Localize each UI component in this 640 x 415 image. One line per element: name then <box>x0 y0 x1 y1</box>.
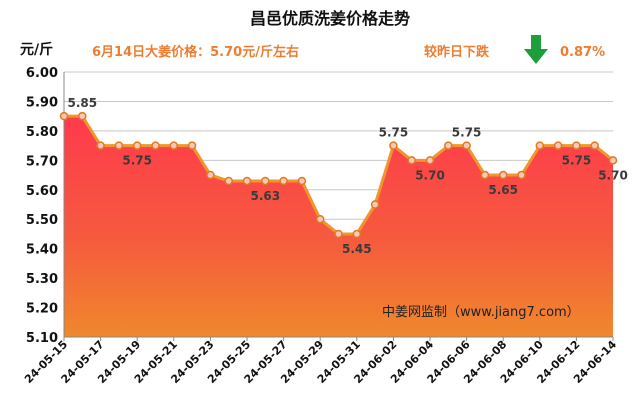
data-point <box>242 176 252 186</box>
price-note: 6月14日大姜价格：5.70元/斤左右 <box>92 44 299 60</box>
data-point <box>224 176 233 186</box>
data-label: 5.65 <box>488 183 518 197</box>
data-point <box>462 141 471 150</box>
data-point <box>151 141 160 150</box>
data-point <box>169 141 179 150</box>
data-point <box>389 141 398 150</box>
data-point <box>608 156 618 165</box>
data-label: 5.45 <box>342 242 372 256</box>
down-arrow-icon <box>524 35 548 64</box>
data-point <box>498 170 508 180</box>
data-labels: 5.85 5.75 5.63 5.45 5.75 5.70 5.75 5.65 5.75 5.70 <box>67 96 627 256</box>
data-point <box>535 141 545 150</box>
data-label: 5.75 <box>452 126 482 140</box>
data-point <box>78 111 87 121</box>
data-point <box>279 176 288 186</box>
data-point <box>261 176 270 186</box>
data-point <box>352 229 362 239</box>
y-tick-label: 5.20 <box>26 302 58 317</box>
data-markers <box>59 111 618 239</box>
data-point <box>132 141 142 150</box>
area-series <box>64 114 614 338</box>
y-tick-label: 5.40 <box>26 243 58 258</box>
y-tick-label: 6.00 <box>26 66 58 81</box>
data-point <box>315 214 325 224</box>
data-point <box>297 176 307 186</box>
y-tick-label: 5.70 <box>26 154 58 169</box>
data-point <box>407 156 416 165</box>
data-point <box>590 141 599 150</box>
y-tick-label: 5.60 <box>26 184 58 199</box>
data-point <box>572 141 581 150</box>
data-point <box>96 141 105 150</box>
data-label: 5.63 <box>250 189 280 203</box>
data-label: 5.70 <box>415 168 445 182</box>
area-fill <box>64 116 613 338</box>
data-point <box>370 200 380 209</box>
data-point <box>517 170 526 180</box>
data-point <box>444 141 453 150</box>
data-point <box>206 170 215 180</box>
data-point <box>480 170 490 180</box>
data-label: 5.75 <box>122 154 152 168</box>
data-point <box>114 141 124 150</box>
data-label: 5.75 <box>379 126 409 140</box>
data-point <box>187 141 197 150</box>
y-tick-label: 5.80 <box>26 125 58 140</box>
change-label: 较昨日下跌 <box>424 44 490 60</box>
data-point <box>553 141 563 150</box>
watermark: 中姜网监制（www.jiang7.com） <box>382 305 580 320</box>
data-label: 5.85 <box>67 96 97 110</box>
y-tick-label: 5.90 <box>26 95 58 110</box>
axes: 5.10 5.20 5.30 5.40 5.50 5.60 5.70 5.80 5.90 6.00… <box>22 66 619 386</box>
data-point <box>334 229 343 239</box>
y-tick-label: 5.10 <box>26 331 58 346</box>
y-axis-unit-label: 元/斤 <box>20 41 53 58</box>
data-label: 5.75 <box>562 154 592 168</box>
data-point <box>59 111 69 121</box>
chart-title: 昌邑优质洗姜价格走势 <box>250 9 410 28</box>
y-tick-label: 5.30 <box>26 272 58 287</box>
change-value: 0.87% <box>560 45 605 60</box>
y-tick-label: 5.50 <box>26 213 58 228</box>
data-label: 5.70 <box>598 168 628 182</box>
data-point <box>425 156 435 165</box>
